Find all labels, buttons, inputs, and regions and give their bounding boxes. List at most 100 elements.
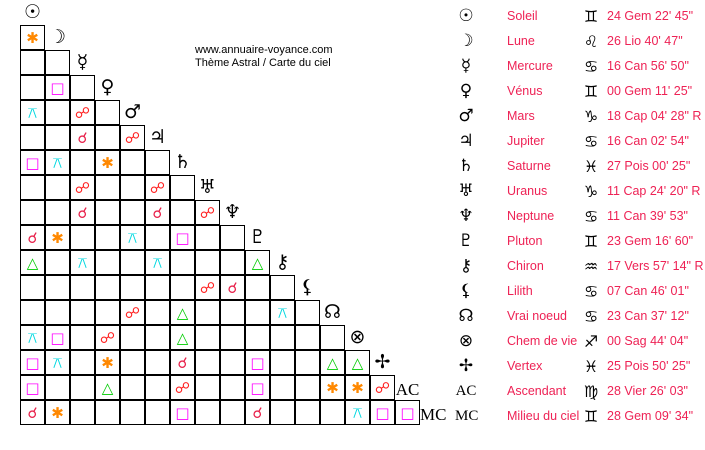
aspect-cell	[320, 325, 345, 350]
aspect-q-icon: ⚻	[27, 104, 38, 122]
aspect-cell	[70, 350, 95, 375]
planet-row: ♆ Neptune ♋ 11 Can 39' 53"	[450, 204, 705, 229]
aspect-cell: ⚻	[20, 100, 45, 125]
aspect-cell: ☍	[70, 175, 95, 200]
aspect-s-icon: □	[25, 379, 40, 397]
aspect-cell: ✱	[345, 375, 370, 400]
zodiac-sign-icon: ♑	[583, 107, 599, 126]
planet-position: 17 Vers 57' 14" R	[607, 259, 704, 273]
aspect-cell	[320, 400, 345, 425]
aspect-cell: □	[395, 400, 420, 425]
aspect-o-icon: ☍	[74, 104, 91, 122]
aspect-cell: ☍	[120, 125, 145, 150]
zodiac-sign-icon: ♐	[583, 332, 599, 351]
planet-row: MC Milieu du ciel ♊ 28 Gem 09' 34"	[450, 404, 705, 429]
aspect-x-icon: ✱	[326, 379, 339, 397]
aspect-q-icon: ⚻	[27, 329, 38, 347]
aspect-s-icon: □	[250, 379, 265, 397]
aspect-cell	[45, 275, 70, 300]
aspect-cell: ⚻	[45, 350, 70, 375]
aspect-x-icon: ✱	[101, 154, 114, 172]
aspect-s-icon: □	[25, 354, 40, 372]
aspect-cell	[95, 175, 120, 200]
aspect-cell: ✱	[320, 375, 345, 400]
aspect-cell	[145, 350, 170, 375]
planet-position: 24 Gem 22' 45"	[607, 9, 694, 23]
aspect-cell: △	[20, 250, 45, 275]
planet-position: 28 Gem 09' 34"	[607, 409, 694, 423]
aspect-s-icon: □	[175, 229, 190, 247]
aspect-q-icon: ⚻	[127, 229, 138, 247]
aspect-cell: □	[20, 150, 45, 175]
aspect-cell	[120, 150, 145, 175]
aspect-cell: ☌	[70, 125, 95, 150]
aspect-cell	[195, 375, 220, 400]
aspect-c-icon: ☌	[177, 354, 188, 372]
aspect-cell: ✱	[95, 350, 120, 375]
aspect-x-icon: ✱	[51, 229, 64, 247]
part-of-fortune-icon: ⊗	[458, 331, 474, 351]
aspect-c-icon: ☌	[252, 404, 263, 422]
zodiac-sign-icon: ♊	[583, 232, 599, 251]
aspect-cell	[120, 350, 145, 375]
aspect-cell	[95, 250, 120, 275]
vertex-icon: ✢	[458, 356, 474, 376]
planet-position: 00 Gem 11' 25"	[607, 84, 693, 98]
aspect-o-icon: ☍	[124, 304, 141, 322]
aspect-cell: ☌	[170, 350, 195, 375]
planet-name: Vrai noeud	[507, 309, 567, 323]
aspect-c-icon: ☌	[27, 229, 38, 247]
aspect-cell	[220, 300, 245, 325]
aspect-s-icon: □	[50, 79, 65, 97]
planet-name: Mars	[507, 109, 535, 123]
uranus-icon: ♅	[198, 176, 217, 198]
aspect-cell: □	[20, 375, 45, 400]
aspect-c-icon: ☌	[77, 204, 88, 222]
planet-row: ♄ Saturne ♓ 27 Pois 00' 25"	[450, 154, 705, 179]
chart-subtitle: Thème Astral / Carte du ciel	[195, 57, 331, 69]
north-node-icon: ☊	[458, 306, 474, 326]
aspect-s-icon: □	[50, 329, 65, 347]
aspect-cell	[120, 375, 145, 400]
saturn-icon: ♄	[173, 151, 192, 173]
aspect-q-icon: ⚻	[52, 154, 63, 172]
aspect-cell: △	[245, 250, 270, 275]
aspect-cell: □	[370, 400, 395, 425]
aspect-t-icon: △	[101, 379, 114, 397]
zodiac-sign-icon: ♊	[583, 407, 599, 426]
aspect-q-icon: ⚻	[77, 254, 88, 272]
aspect-cell	[20, 275, 45, 300]
aspect-cell	[145, 225, 170, 250]
zodiac-sign-icon: ♓	[583, 157, 599, 176]
aspect-cell	[145, 375, 170, 400]
aspect-cell	[245, 275, 270, 300]
planet-name: Chem de vie	[507, 334, 578, 348]
aspect-c-icon: ☌	[77, 129, 88, 147]
aspect-cell: ⚻	[145, 250, 170, 275]
planet-name: Mercure	[507, 59, 553, 73]
aspect-cell	[270, 325, 295, 350]
planet-position: 27 Pois 00' 25"	[607, 159, 691, 173]
aspect-cell	[70, 300, 95, 325]
venus-icon: ♀	[100, 76, 115, 98]
aspect-cell	[220, 350, 245, 375]
planet-position: 25 Pois 50' 25"	[607, 359, 691, 373]
aspect-cell	[70, 325, 95, 350]
mercury-icon: ☿	[76, 51, 89, 73]
aspect-cell: □	[45, 325, 70, 350]
zodiac-sign-icon: ♑	[583, 182, 599, 201]
aspect-cell	[45, 100, 70, 125]
zodiac-sign-icon: ♋	[583, 307, 599, 326]
planet-name: Milieu du ciel	[507, 409, 580, 423]
aspect-cell: ⚻	[20, 325, 45, 350]
aspect-cell: ☍	[120, 300, 145, 325]
aspect-cell	[295, 375, 320, 400]
aspect-cell	[170, 175, 195, 200]
site-url[interactable]: www.annuaire-voyance.com	[195, 44, 333, 56]
venus-icon: ♀	[459, 81, 473, 101]
north-node-icon: ☊	[324, 301, 341, 323]
aspect-cell: ☍	[145, 175, 170, 200]
planet-row: ⚸ Lilith ♋ 07 Can 46' 01"	[450, 279, 705, 304]
aspect-cell	[195, 325, 220, 350]
neptune-icon: ♆	[223, 201, 242, 223]
